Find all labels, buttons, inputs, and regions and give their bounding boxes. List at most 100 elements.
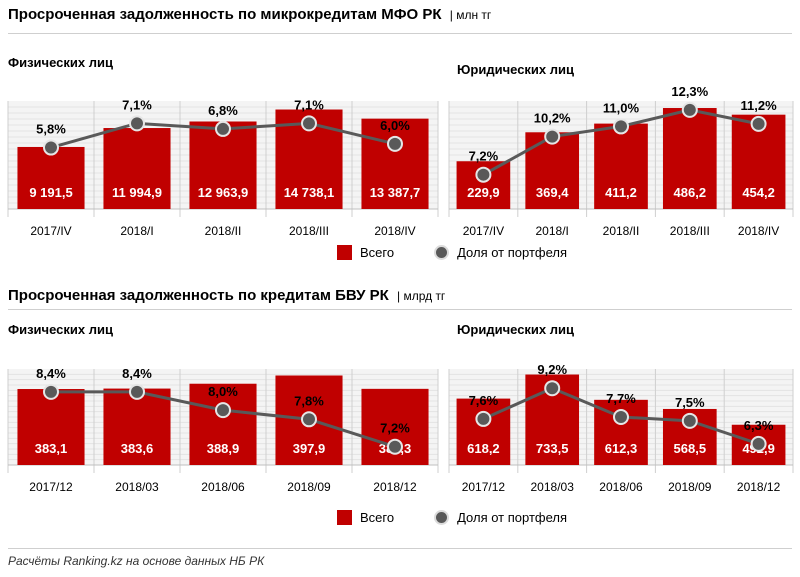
- bar-value-label: 486,2: [674, 185, 707, 200]
- divider: [8, 33, 792, 34]
- chart-subtitle: Физических лиц: [8, 322, 113, 337]
- x-tick-label: 2017/12: [29, 480, 73, 494]
- x-tick-label: 2017/12: [462, 480, 506, 494]
- bar-swatch-icon: [337, 510, 352, 525]
- line-value-label: 7,7%: [606, 391, 636, 406]
- chart-bvu-legal: 618,2 2017/12 733,5 2018/03 612,3 2018/06 568,…: [448, 362, 794, 494]
- section-title-mfo: Просроченная задолженность по микрокреди…: [8, 6, 491, 23]
- legend-bar-label: Всего: [360, 245, 395, 260]
- line-point: [301, 115, 317, 132]
- line-point: [215, 120, 231, 137]
- section-unit: | млрд тг: [397, 289, 446, 303]
- line-value-label: 7,8%: [294, 393, 324, 408]
- line-point: [681, 412, 698, 429]
- line-marker-icon: [434, 510, 450, 525]
- bar: [17, 389, 85, 465]
- line-point: [215, 402, 231, 419]
- bar: [662, 108, 717, 209]
- line-value-label: 6,0%: [380, 118, 410, 133]
- bar: [361, 118, 429, 209]
- x-tick-label: 2017/IV: [463, 224, 504, 238]
- divider: [8, 309, 792, 310]
- chart-subtitle: Юридических лиц: [457, 322, 574, 337]
- line-point: [43, 139, 59, 156]
- x-tick-label: 2018/06: [201, 480, 245, 494]
- bar: [103, 128, 171, 209]
- line-point: [475, 410, 492, 427]
- x-tick-label: 2018/12: [737, 480, 781, 494]
- line-marker-icon: [434, 245, 450, 260]
- chart-mfo-legal: 229,9 2017/IV 369,4 2018/I 411,2 2018/II 486,2…: [448, 84, 794, 238]
- chart-bvu-individuals: 383,1 2017/12 383,6 2018/03 388,9 2018/06 397,…: [7, 366, 439, 494]
- bar-value-label: 612,3: [605, 441, 638, 456]
- bar-value-label: 14 738,1: [284, 185, 335, 200]
- legend-line-label: Доля от портфеля: [457, 245, 568, 260]
- x-tick-label: 2018/IV: [738, 224, 779, 238]
- bar: [103, 388, 171, 465]
- line-point: [129, 115, 145, 132]
- line-point: [544, 128, 561, 145]
- x-tick-label: 2018/06: [599, 480, 643, 494]
- section-title-text: Просроченная задолженность по микрокреди…: [8, 6, 442, 23]
- line-point: [387, 438, 403, 455]
- line-value-label: 8,4%: [122, 366, 152, 381]
- bar-value-label: 388,9: [207, 441, 240, 456]
- line-value-label: 7,6%: [469, 393, 499, 408]
- bar-value-label: 733,5: [536, 441, 569, 456]
- line-point: [387, 135, 403, 152]
- bar-value-label: 568,5: [674, 441, 707, 456]
- bar-swatch-icon: [337, 245, 352, 260]
- line-point: [613, 409, 629, 425]
- x-tick-label: 2017/IV: [30, 224, 71, 238]
- line-value-label: 11,0%: [603, 100, 640, 115]
- line-value-label: 8,4%: [36, 366, 66, 381]
- bar-value-label: 397,9: [293, 441, 326, 456]
- x-tick-label: 2018/I: [120, 224, 153, 238]
- x-tick-label: 2018/IV: [374, 224, 415, 238]
- bar-value-label: 229,9: [467, 185, 500, 200]
- bar-value-label: 369,4: [536, 185, 569, 200]
- line-point: [129, 383, 145, 400]
- line-value-label: 7,2%: [469, 149, 499, 164]
- line-value-label: 11,2%: [741, 98, 778, 113]
- source-note: Расчёты Ranking.kz на основе данных НБ Р…: [8, 554, 265, 568]
- bar-value-label: 383,6: [121, 441, 154, 456]
- section-title-bvu: Просроченная задолженность по кредитам Б…: [8, 287, 445, 304]
- x-tick-label: 2018/III: [289, 224, 329, 238]
- line-point: [681, 101, 698, 118]
- bar: [17, 146, 85, 209]
- line-value-label: 12,3%: [671, 84, 708, 99]
- bar-value-label: 454,2: [742, 185, 775, 200]
- x-tick-label: 2018/03: [531, 480, 575, 494]
- line-point: [613, 118, 629, 135]
- chart-mfo-individuals: 9 191,5 2017/IV 11 994,9 2018/I 12 963,9 2018…: [7, 97, 439, 238]
- legend-bvu: Всего Доля от портфеля: [337, 510, 567, 525]
- x-tick-label: 2018/03: [115, 480, 159, 494]
- section-unit: | млн тг: [449, 8, 492, 22]
- x-tick-label: 2018/12: [373, 480, 417, 494]
- bar-value-label: 11 994,9: [112, 185, 162, 200]
- bar-value-label: 9 191,5: [29, 185, 72, 200]
- divider: [8, 548, 792, 549]
- line-point: [750, 115, 767, 132]
- bar-value-label: 618,2: [467, 441, 500, 456]
- chart-subtitle: Юридических лиц: [457, 62, 574, 77]
- line-point: [750, 435, 767, 452]
- line-point: [43, 383, 59, 400]
- x-tick-label: 2018/II: [205, 224, 242, 238]
- bar-value-label: 13 387,7: [370, 185, 421, 200]
- line-value-label: 5,8%: [36, 122, 66, 137]
- line-value-label: 6,8%: [208, 103, 238, 118]
- line-value-label: 7,5%: [675, 395, 705, 410]
- legend-line-label: Доля от портфеля: [457, 510, 568, 525]
- x-tick-label: 2018/09: [287, 480, 331, 494]
- bar: [594, 123, 648, 209]
- line-value-label: 7,1%: [294, 97, 324, 112]
- line-value-label: 7,1%: [122, 97, 152, 112]
- bar-value-label: 12 963,9: [198, 185, 249, 200]
- x-tick-label: 2018/I: [536, 224, 569, 238]
- section-title-text: Просроченная задолженность по кредитам Б…: [8, 287, 389, 304]
- line-point: [301, 411, 317, 428]
- bar: [189, 383, 257, 465]
- x-tick-label: 2018/09: [668, 480, 712, 494]
